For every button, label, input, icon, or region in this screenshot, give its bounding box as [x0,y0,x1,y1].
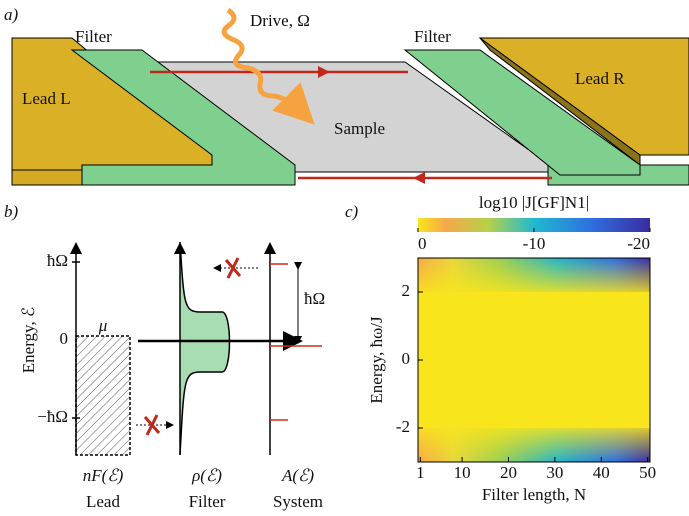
mu-label: μ [98,316,108,335]
panel-a: a) Filter Drive, Ω Filter Lead L Lead R … [4,5,689,185]
colorbar-label: log10 |J[GF]N1| [479,193,589,212]
function-label: A(ℰ) [281,466,314,485]
function-label: ρ(ℰ) [191,466,222,485]
drive-label: Drive, Ω [250,11,310,30]
panel-b: b) Energy, ℰ ħΩ 0 −ħΩ μ ħΩ nF(ℰ) Lead ρ(… [4,202,325,511]
x-tick-label: 30 [546,463,563,482]
panel-label: b) [4,202,19,221]
colorbar-tick-label: 0 [418,234,427,253]
x-tick-label: 40 [593,463,610,482]
panel-label: a) [4,5,19,24]
heatmap-fade [418,258,650,292]
sample-label: Sample [334,119,385,138]
filter-dos [180,242,230,455]
y-axis-label: Energy, ħω/J [367,316,386,404]
colorbar-tick-label: -20 [627,234,650,253]
y-tick-label: -2 [396,417,410,436]
colorbar-tick-label: -10 [523,234,546,253]
filter-label: Filter [414,27,451,46]
x-axis-label: Filter length, N [482,485,586,504]
gap-label: ħΩ [304,289,325,308]
function-label: nF(ℰ) [83,466,124,485]
figure: a) Filter Drive, Ω Filter Lead L Lead R … [0,0,689,516]
y-tick-label: 0 [402,349,411,368]
y-tick-label: 0 [60,329,69,348]
x-tick-label: 50 [639,463,656,482]
panel-c: c) log10 |J[GF]N1| Filter length, N Ener… [345,193,656,504]
filter-label: Filter [75,27,112,46]
x-tick-label: 20 [500,463,517,482]
y-tick-label: 2 [402,281,411,300]
lead-label: Lead L [22,89,71,108]
x-tick-label: 10 [454,463,471,482]
y-tick-label: ħΩ [47,251,68,270]
column-label: Filter [189,492,226,511]
y-axis-label: Energy, ℰ [19,307,38,373]
fermi-fill [76,336,130,455]
panel-label: c) [345,202,359,221]
column-label: Lead [86,492,120,511]
column-label: System [273,492,323,511]
lead-label: Lead R [575,69,625,88]
x-tick-label: 1 [416,463,425,482]
heatmap-fade [418,428,650,462]
arrow [413,172,425,184]
y-tick-label: −ħΩ [37,407,68,426]
